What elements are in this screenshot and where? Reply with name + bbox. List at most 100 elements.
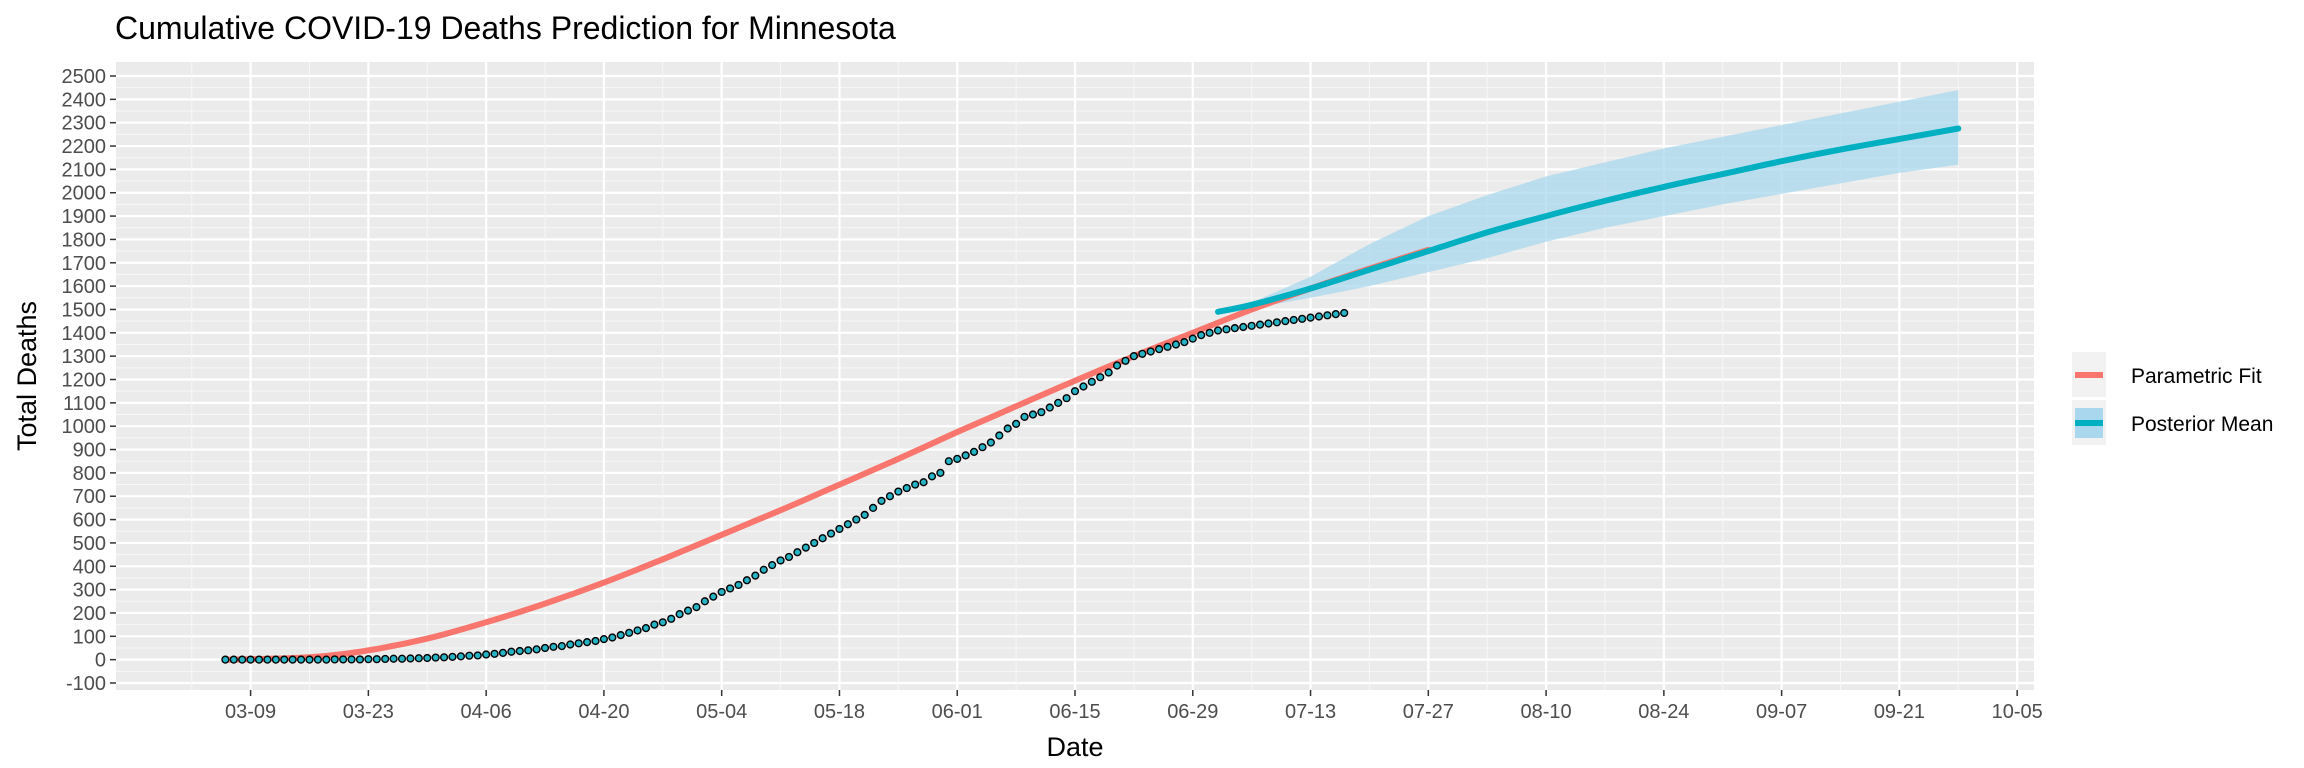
observed-point xyxy=(1020,412,1029,421)
observed-point xyxy=(776,556,785,565)
observed-point xyxy=(860,510,869,520)
observed-point xyxy=(364,655,373,664)
y-tick-label: 900 xyxy=(73,440,106,462)
observed-point xyxy=(810,538,819,548)
observed-point xyxy=(944,457,953,466)
observed-point xyxy=(507,647,516,656)
observed-point xyxy=(978,443,987,452)
observed-point xyxy=(1222,325,1231,334)
x-tick-label: 06-29 xyxy=(1167,701,1218,723)
observed-point xyxy=(1264,319,1273,328)
y-tick-label: 1000 xyxy=(62,416,107,438)
observed-point xyxy=(465,651,474,660)
series-line-posterior-mean xyxy=(1215,125,1962,315)
observed-point xyxy=(498,648,508,657)
observed-point xyxy=(877,496,886,505)
observed-point xyxy=(1188,334,1197,343)
y-tick-label: 2100 xyxy=(62,159,107,181)
y-tick-label: -100 xyxy=(66,673,106,695)
observed-point xyxy=(1112,361,1122,370)
observed-point xyxy=(1272,318,1281,327)
observed-point xyxy=(1298,314,1307,323)
observed-point xyxy=(1289,315,1298,325)
observed-point xyxy=(683,606,693,615)
observed-point xyxy=(591,636,600,646)
y-tick-label: 1600 xyxy=(62,276,107,298)
observed-point xyxy=(566,640,575,649)
observed-point xyxy=(717,587,726,597)
observed-point xyxy=(280,655,289,664)
legend: Parametric Fit Posterior Mean xyxy=(2072,352,2273,445)
observed-point xyxy=(885,492,895,501)
x-tick-label: 04-20 xyxy=(578,701,629,723)
observed-point xyxy=(490,649,499,658)
observed-point xyxy=(667,614,676,623)
observed-points-layer xyxy=(221,308,1349,664)
axis-ticks: -100010020030040050060070080090010001100… xyxy=(62,66,2043,723)
observed-point xyxy=(305,655,314,664)
observed-point xyxy=(1054,398,1063,407)
y-tick-label: 500 xyxy=(73,533,106,555)
observed-point xyxy=(1171,340,1181,349)
series-layer xyxy=(222,125,1962,663)
x-tick-label: 07-27 xyxy=(1403,701,1454,723)
observed-point xyxy=(1155,345,1164,354)
observed-point xyxy=(1205,328,1214,337)
observed-point xyxy=(406,654,415,663)
observed-point xyxy=(532,645,541,654)
observed-point xyxy=(969,447,979,456)
observed-point xyxy=(818,534,827,543)
observed-point xyxy=(1045,403,1054,412)
observed-point xyxy=(675,610,684,619)
observed-point xyxy=(372,655,381,664)
observed-point xyxy=(431,653,440,662)
observed-point xyxy=(473,651,482,660)
y-tick-label: 2200 xyxy=(62,136,107,158)
observed-point xyxy=(641,624,651,633)
x-tick-label: 04-06 xyxy=(461,701,512,723)
observed-point xyxy=(1104,368,1113,377)
y-tick-label: 1700 xyxy=(62,253,107,275)
observed-point xyxy=(1079,382,1088,391)
observed-point xyxy=(608,633,617,642)
observed-point xyxy=(1087,377,1096,386)
x-tick-label: 09-07 xyxy=(1756,701,1807,723)
observed-point xyxy=(1213,326,1223,335)
observed-point xyxy=(448,652,457,661)
observed-point xyxy=(296,655,306,664)
y-tick-label: 1300 xyxy=(62,346,107,368)
x-tick-label: 08-24 xyxy=(1638,701,1689,723)
observed-point xyxy=(1239,322,1248,332)
x-tick-label: 05-18 xyxy=(814,701,865,723)
observed-point xyxy=(1062,394,1071,403)
y-axis-label: Total Deaths xyxy=(12,301,42,451)
observed-point xyxy=(482,650,491,659)
observed-point xyxy=(734,580,743,590)
observed-point xyxy=(515,646,524,656)
observed-point xyxy=(911,480,920,489)
observed-point xyxy=(919,478,928,487)
observed-point xyxy=(313,655,322,664)
y-tick-label: 600 xyxy=(73,510,106,532)
y-tick-label: 0 xyxy=(95,650,106,672)
observed-point xyxy=(1129,352,1138,361)
observed-point xyxy=(1331,310,1340,319)
observed-point xyxy=(582,638,592,647)
observed-point xyxy=(700,597,709,606)
observed-point xyxy=(835,524,844,534)
observed-point xyxy=(599,635,609,644)
observed-point xyxy=(1281,317,1290,326)
observed-point xyxy=(1121,356,1130,365)
observed-point xyxy=(784,552,794,562)
observed-point xyxy=(995,431,1004,440)
y-tick-label: 1800 xyxy=(62,229,107,251)
observed-point xyxy=(725,584,735,593)
observed-point xyxy=(540,643,550,653)
observed-point xyxy=(339,655,348,664)
observed-point xyxy=(574,639,583,648)
observed-point xyxy=(288,655,297,664)
observed-point xyxy=(1028,410,1038,419)
observed-point xyxy=(238,655,247,664)
observed-point xyxy=(1314,312,1324,321)
observed-point xyxy=(229,655,238,664)
